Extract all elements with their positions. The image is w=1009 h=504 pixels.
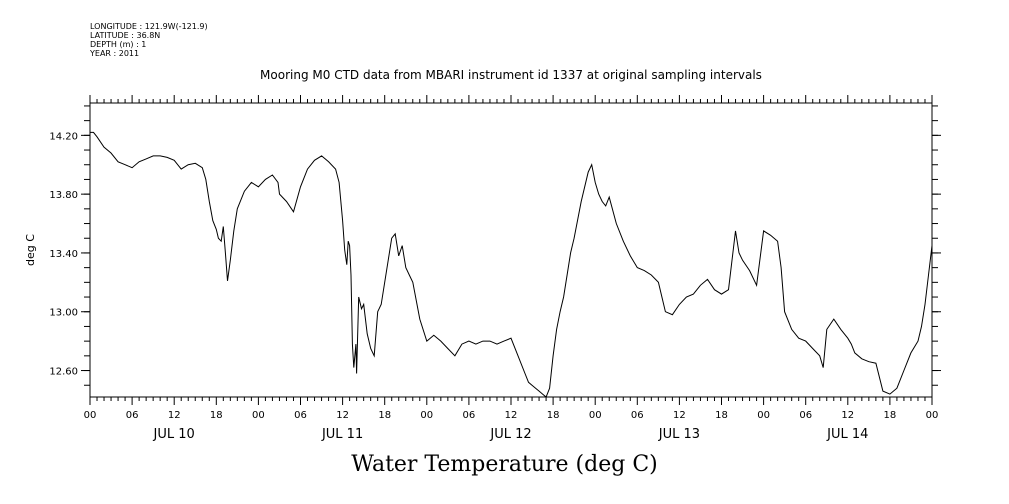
y-tick-label: 12.60 <box>49 367 78 378</box>
y-tick-label: 13.80 <box>49 190 78 201</box>
x-tick-label: 00 <box>420 410 433 421</box>
y-axis-label: deg C <box>24 234 37 266</box>
x-day-label: JUL 14 <box>826 427 868 442</box>
x-day-label: JUL 12 <box>489 427 531 442</box>
x-day-label: JUL 10 <box>153 427 195 442</box>
x-tick-label: 00 <box>589 410 602 421</box>
header-metadata: LONGITUDE : 121.9W(-121.9) LATITUDE : 36… <box>90 22 208 58</box>
plot-frame <box>89 102 933 398</box>
x-tick-label: 00 <box>252 410 265 421</box>
x-tick-label: 00 <box>926 410 939 421</box>
x-tick-label: 06 <box>294 410 307 421</box>
bottom-title: Water Temperature (deg C) <box>351 452 658 477</box>
x-tick-label: 18 <box>378 410 391 421</box>
x-tick-label: 00 <box>757 410 770 421</box>
x-tick-label: 18 <box>210 410 223 421</box>
axis-ticks <box>81 95 941 405</box>
x-tick-label: 18 <box>884 410 897 421</box>
year-text: YEAR : 2011 <box>90 49 140 58</box>
x-tick-label: 18 <box>547 410 560 421</box>
y-tick-label: 13.40 <box>49 249 78 260</box>
longitude-text: LONGITUDE : 121.9W(-121.9) <box>90 22 208 31</box>
x-tick-label: 00 <box>84 410 97 421</box>
x-tick-label: 12 <box>505 410 518 421</box>
chart-title: Mooring M0 CTD data from MBARI instrumen… <box>260 68 762 82</box>
x-day-label: JUL 11 <box>321 427 363 442</box>
series-line-water-temperature <box>90 131 933 398</box>
x-tick-label: 12 <box>841 410 854 421</box>
x-tick-label: 12 <box>673 410 686 421</box>
y-tick-label: 14.20 <box>49 131 78 142</box>
axis-labels: 00 06 12 18 00 06 12 18 00 06 12 18 00 06 12 18 00 06 12 18… <box>49 131 938 442</box>
y-tick-label: 13.00 <box>49 308 78 319</box>
x-tick-label: 06 <box>463 410 476 421</box>
x-tick-label: 18 <box>715 410 728 421</box>
x-tick-label: 06 <box>126 410 139 421</box>
x-tick-label: 06 <box>799 410 812 421</box>
x-tick-label: 12 <box>336 410 349 421</box>
x-tick-label: 12 <box>168 410 181 421</box>
x-tick-label: 06 <box>631 410 644 421</box>
x-day-label: JUL 13 <box>658 427 700 442</box>
latitude-text: LATITUDE : 36.8N <box>90 31 161 40</box>
depth-text: DEPTH (m) : 1 <box>90 40 147 49</box>
